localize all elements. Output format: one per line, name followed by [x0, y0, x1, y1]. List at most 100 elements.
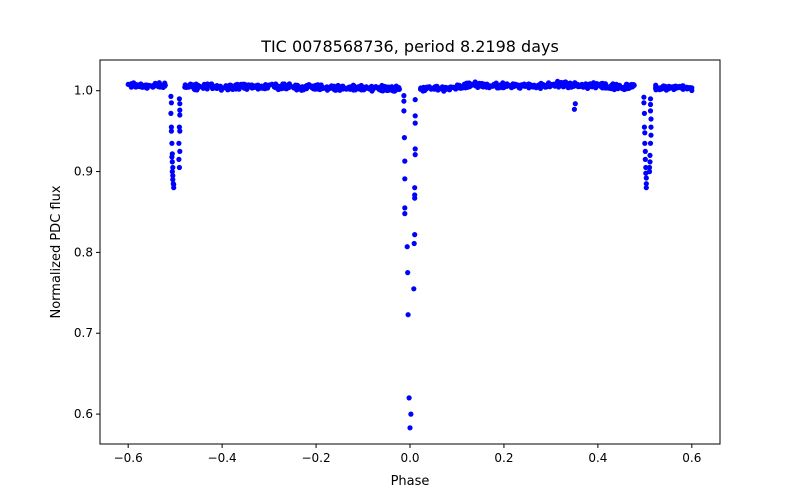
baseline-point	[490, 83, 496, 89]
eclipse-point	[411, 286, 417, 292]
x-axis-label: Phase	[391, 474, 430, 489]
eclipse-point	[177, 148, 183, 154]
baseline-point	[656, 85, 663, 91]
x-tick-label: −0.4	[208, 451, 237, 465]
baseline-point	[454, 85, 460, 91]
eclipse-point	[169, 154, 175, 160]
baseline-point	[521, 81, 527, 87]
eclipse-point	[176, 164, 182, 171]
baseline-point	[534, 83, 540, 89]
baseline-point	[201, 81, 207, 87]
baseline-point	[684, 86, 690, 92]
eclipse-point	[169, 140, 175, 146]
eclipse-point	[402, 176, 408, 182]
baseline-point	[234, 84, 240, 90]
baseline-point	[479, 83, 485, 89]
baseline-point	[572, 80, 578, 86]
baseline-point	[343, 85, 349, 91]
baseline-point	[328, 83, 335, 89]
eclipse-point	[647, 140, 654, 146]
baseline-point	[608, 84, 614, 90]
baseline-point	[363, 85, 370, 91]
baseline-point	[337, 85, 343, 91]
eclipse-point	[405, 270, 411, 276]
baseline-point	[187, 82, 193, 88]
eclipse-point	[412, 185, 418, 191]
x-tick-label: −0.6	[114, 451, 143, 465]
eclipse-point	[401, 98, 407, 104]
eclipse-point	[168, 93, 174, 99]
eclipse-point	[177, 101, 183, 107]
y-tick-label: 1.0	[74, 84, 93, 98]
eclipse-point	[176, 124, 182, 130]
x-axis: −0.6 −0.4 −0.2 0.0 0.2 0.4 0.6	[114, 444, 701, 465]
baseline-point	[680, 83, 686, 89]
baseline-point	[304, 82, 310, 89]
eclipse-point	[171, 181, 177, 188]
y-axis: 0.6 0.7 0.8 0.9 1.0	[74, 84, 100, 421]
eclipse-point	[176, 156, 182, 162]
eclipse-point	[404, 244, 410, 250]
plot-frame	[99, 59, 721, 445]
baseline-point	[513, 81, 519, 87]
eclipse-point	[412, 146, 418, 152]
eclipse-point	[401, 135, 407, 141]
baseline-point	[266, 82, 272, 88]
eclipse-point	[643, 175, 649, 181]
baseline-point	[597, 83, 604, 89]
eclipse-point	[412, 232, 418, 238]
baseline-point	[554, 82, 560, 88]
baseline-point	[160, 84, 166, 90]
x-tick-label: −0.2	[301, 451, 330, 465]
eclipse-point	[408, 411, 414, 417]
baseline-point	[286, 81, 292, 87]
baseline-point	[653, 82, 659, 88]
y-tick-label: 0.7	[74, 326, 93, 340]
eclipse-point	[647, 108, 654, 114]
eclipse-point	[170, 173, 176, 179]
baseline-point	[561, 82, 567, 88]
eclipse-point	[647, 159, 653, 165]
y-axis-label: Normalized PDC flux	[49, 185, 64, 318]
eclipse-point	[412, 152, 418, 158]
eclipse-point	[169, 159, 175, 165]
y-tick-label: 0.6	[74, 407, 93, 421]
baseline-point	[240, 81, 246, 87]
eclipse-point	[407, 425, 413, 431]
eclipse-point	[571, 106, 578, 112]
baseline-point	[542, 84, 548, 90]
eclipse-point	[648, 132, 654, 138]
eclipse-point	[168, 124, 174, 130]
baseline-point	[503, 82, 509, 88]
eclipse-point	[641, 124, 648, 130]
eclipse-point	[176, 140, 182, 146]
baseline-point	[464, 84, 471, 90]
eclipse-point	[642, 140, 648, 146]
eclipse-point	[169, 169, 175, 175]
eclipse-point	[646, 169, 653, 175]
baseline-point	[623, 81, 630, 87]
baseline-point	[627, 84, 633, 91]
baseline-point	[447, 85, 453, 91]
y-tick-label: 0.8	[74, 245, 93, 259]
baseline-point	[277, 83, 283, 90]
baseline-point	[616, 83, 622, 90]
baseline-point	[194, 87, 200, 93]
eclipse-point	[168, 110, 174, 116]
eclipse-point	[176, 96, 182, 102]
eclipse-point	[641, 100, 647, 106]
eclipse-point	[641, 94, 647, 100]
chart-title: TIC 0078568736, period 8.2198 days	[260, 37, 559, 56]
eclipse-point	[177, 112, 183, 118]
baseline-point	[156, 80, 162, 86]
eclipse-point	[412, 97, 418, 103]
eclipse-point	[402, 205, 408, 211]
x-tick-label: 0.6	[682, 451, 701, 465]
baseline-point	[631, 82, 637, 88]
eclipse-point	[572, 101, 578, 107]
baseline-point	[333, 87, 339, 93]
baseline-point	[577, 83, 584, 89]
eclipse-point	[647, 101, 654, 108]
x-tick-label: 0.4	[588, 451, 607, 465]
